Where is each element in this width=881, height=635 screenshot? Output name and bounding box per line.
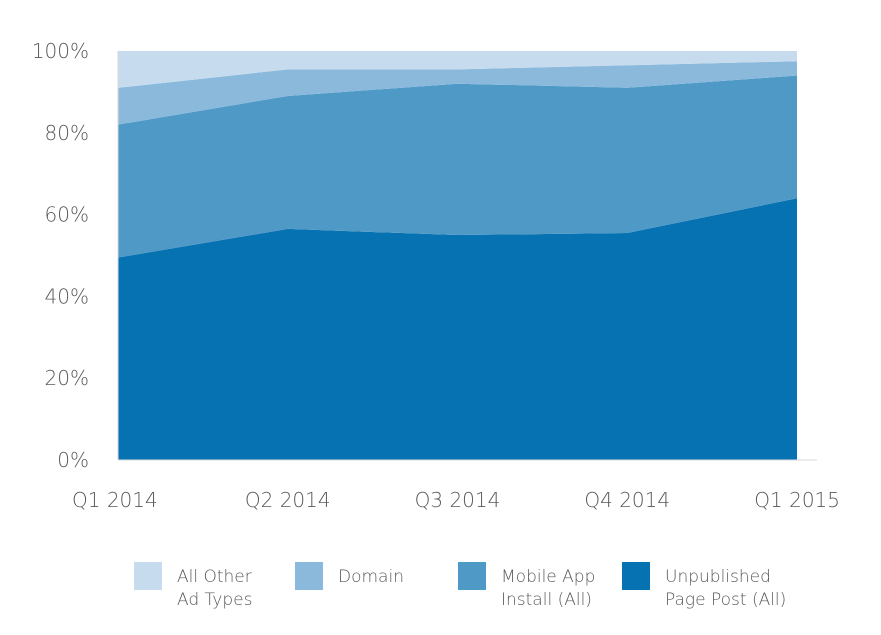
legend: All Other Ad Types Domain Mobile App Install…	[134, 562, 786, 610]
x-tick-label: Q1 2015	[754, 488, 840, 512]
y-tick-label: 80%	[45, 121, 89, 145]
legend-swatch	[134, 562, 162, 590]
legend-swatch	[458, 562, 486, 590]
legend-item: Unpublished Page Post (All)	[622, 562, 786, 610]
legend-swatch	[622, 562, 650, 590]
y-tick-label: 60%	[45, 203, 89, 227]
x-tick-label: Q4 2014	[584, 488, 670, 512]
y-tick-label: 20%	[45, 366, 89, 390]
plot-area	[118, 51, 797, 461]
legend-item: Domain	[295, 562, 404, 590]
legend-label: Mobile App Install (All)	[501, 567, 595, 610]
legend-swatch	[295, 562, 323, 590]
legend-label: Unpublished Page Post (All)	[665, 567, 786, 610]
legend-label: Domain	[338, 567, 404, 587]
legend-item: All Other Ad Types	[134, 562, 252, 610]
legend-label: All Other Ad Types	[177, 567, 252, 610]
y-axis-ticks: 0% 20% 40% 60% 80% 100%	[32, 39, 89, 472]
area-series-all-other-ad-types	[118, 51, 797, 88]
x-tick-label: Q3 2014	[415, 488, 501, 512]
y-tick-label: 100%	[32, 39, 89, 63]
x-tick-label: Q2 2014	[245, 488, 331, 512]
y-tick-label: 0%	[57, 448, 89, 472]
area-series-unpublished-page-post-all	[118, 198, 797, 461]
area-series-mobile-app-install-all	[118, 75, 797, 258]
area-series-domain	[118, 61, 797, 125]
legend-item: Mobile App Install (All)	[458, 562, 595, 610]
x-tick-label: Q1 2014	[72, 488, 158, 512]
x-axis-ticks: Q1 2014 Q2 2014 Q3 2014 Q4 2014 Q1 2015	[72, 488, 840, 512]
y-tick-label: 40%	[45, 284, 89, 308]
